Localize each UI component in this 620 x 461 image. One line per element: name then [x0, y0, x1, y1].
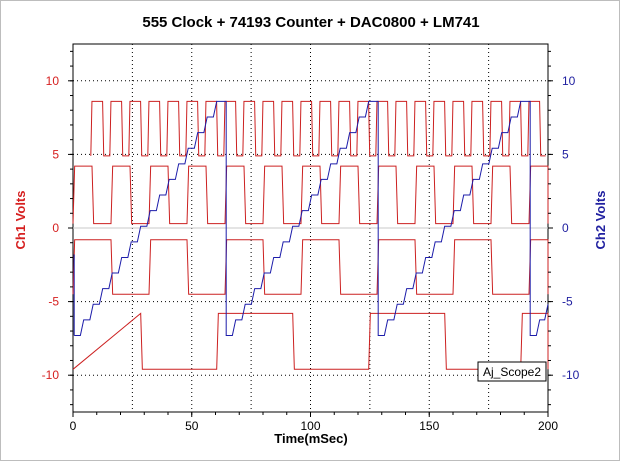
series-ch2-staircase — [74, 100, 549, 336]
y-axis-left-title: Ch1 Volts — [13, 191, 28, 250]
x-tick-label: 200 — [538, 419, 558, 433]
series-layer — [72, 100, 549, 370]
y-right-tick-label: 0 — [562, 221, 569, 235]
scope-tag: Aj_Scope2 — [477, 361, 547, 382]
y-axis-right-title: Ch2 Volts — [593, 191, 608, 250]
axis-layer: 0 50 100 150 200 -10 -10 -5 -5 0 0 5 5 10 10 — [42, 50, 580, 433]
series-ch1-square-3 — [72, 312, 549, 370]
x-tick-label: 50 — [185, 419, 199, 433]
y-left-tick-label: 0 — [52, 221, 59, 235]
y-right-tick-label: -5 — [562, 295, 573, 309]
y-left-tick-label: 10 — [46, 74, 60, 88]
x-tick-label: 150 — [419, 419, 439, 433]
series-ch1-square-2 — [72, 239, 549, 295]
y-right-tick-label: 5 — [562, 147, 569, 161]
y-right-tick-label: -10 — [562, 368, 580, 382]
y-left-tick-label: 5 — [52, 147, 59, 161]
y-left-tick-label: -5 — [48, 295, 59, 309]
chart-title: 555 Clock + 74193 Counter + DAC0800 + LM… — [142, 14, 479, 31]
x-tick-label: 0 — [70, 419, 77, 433]
series-ch1-square-0 — [90, 100, 546, 157]
x-tick-label: 100 — [300, 419, 320, 433]
y-right-tick-label: 10 — [562, 74, 576, 88]
series-ch1-square-1 — [72, 165, 549, 225]
scope-tag-label: Aj_Scope2 — [483, 365, 541, 379]
y-left-tick-label: -10 — [42, 368, 60, 382]
grid-layer — [73, 44, 548, 412]
x-axis-title: Time(mSec) — [274, 431, 347, 446]
